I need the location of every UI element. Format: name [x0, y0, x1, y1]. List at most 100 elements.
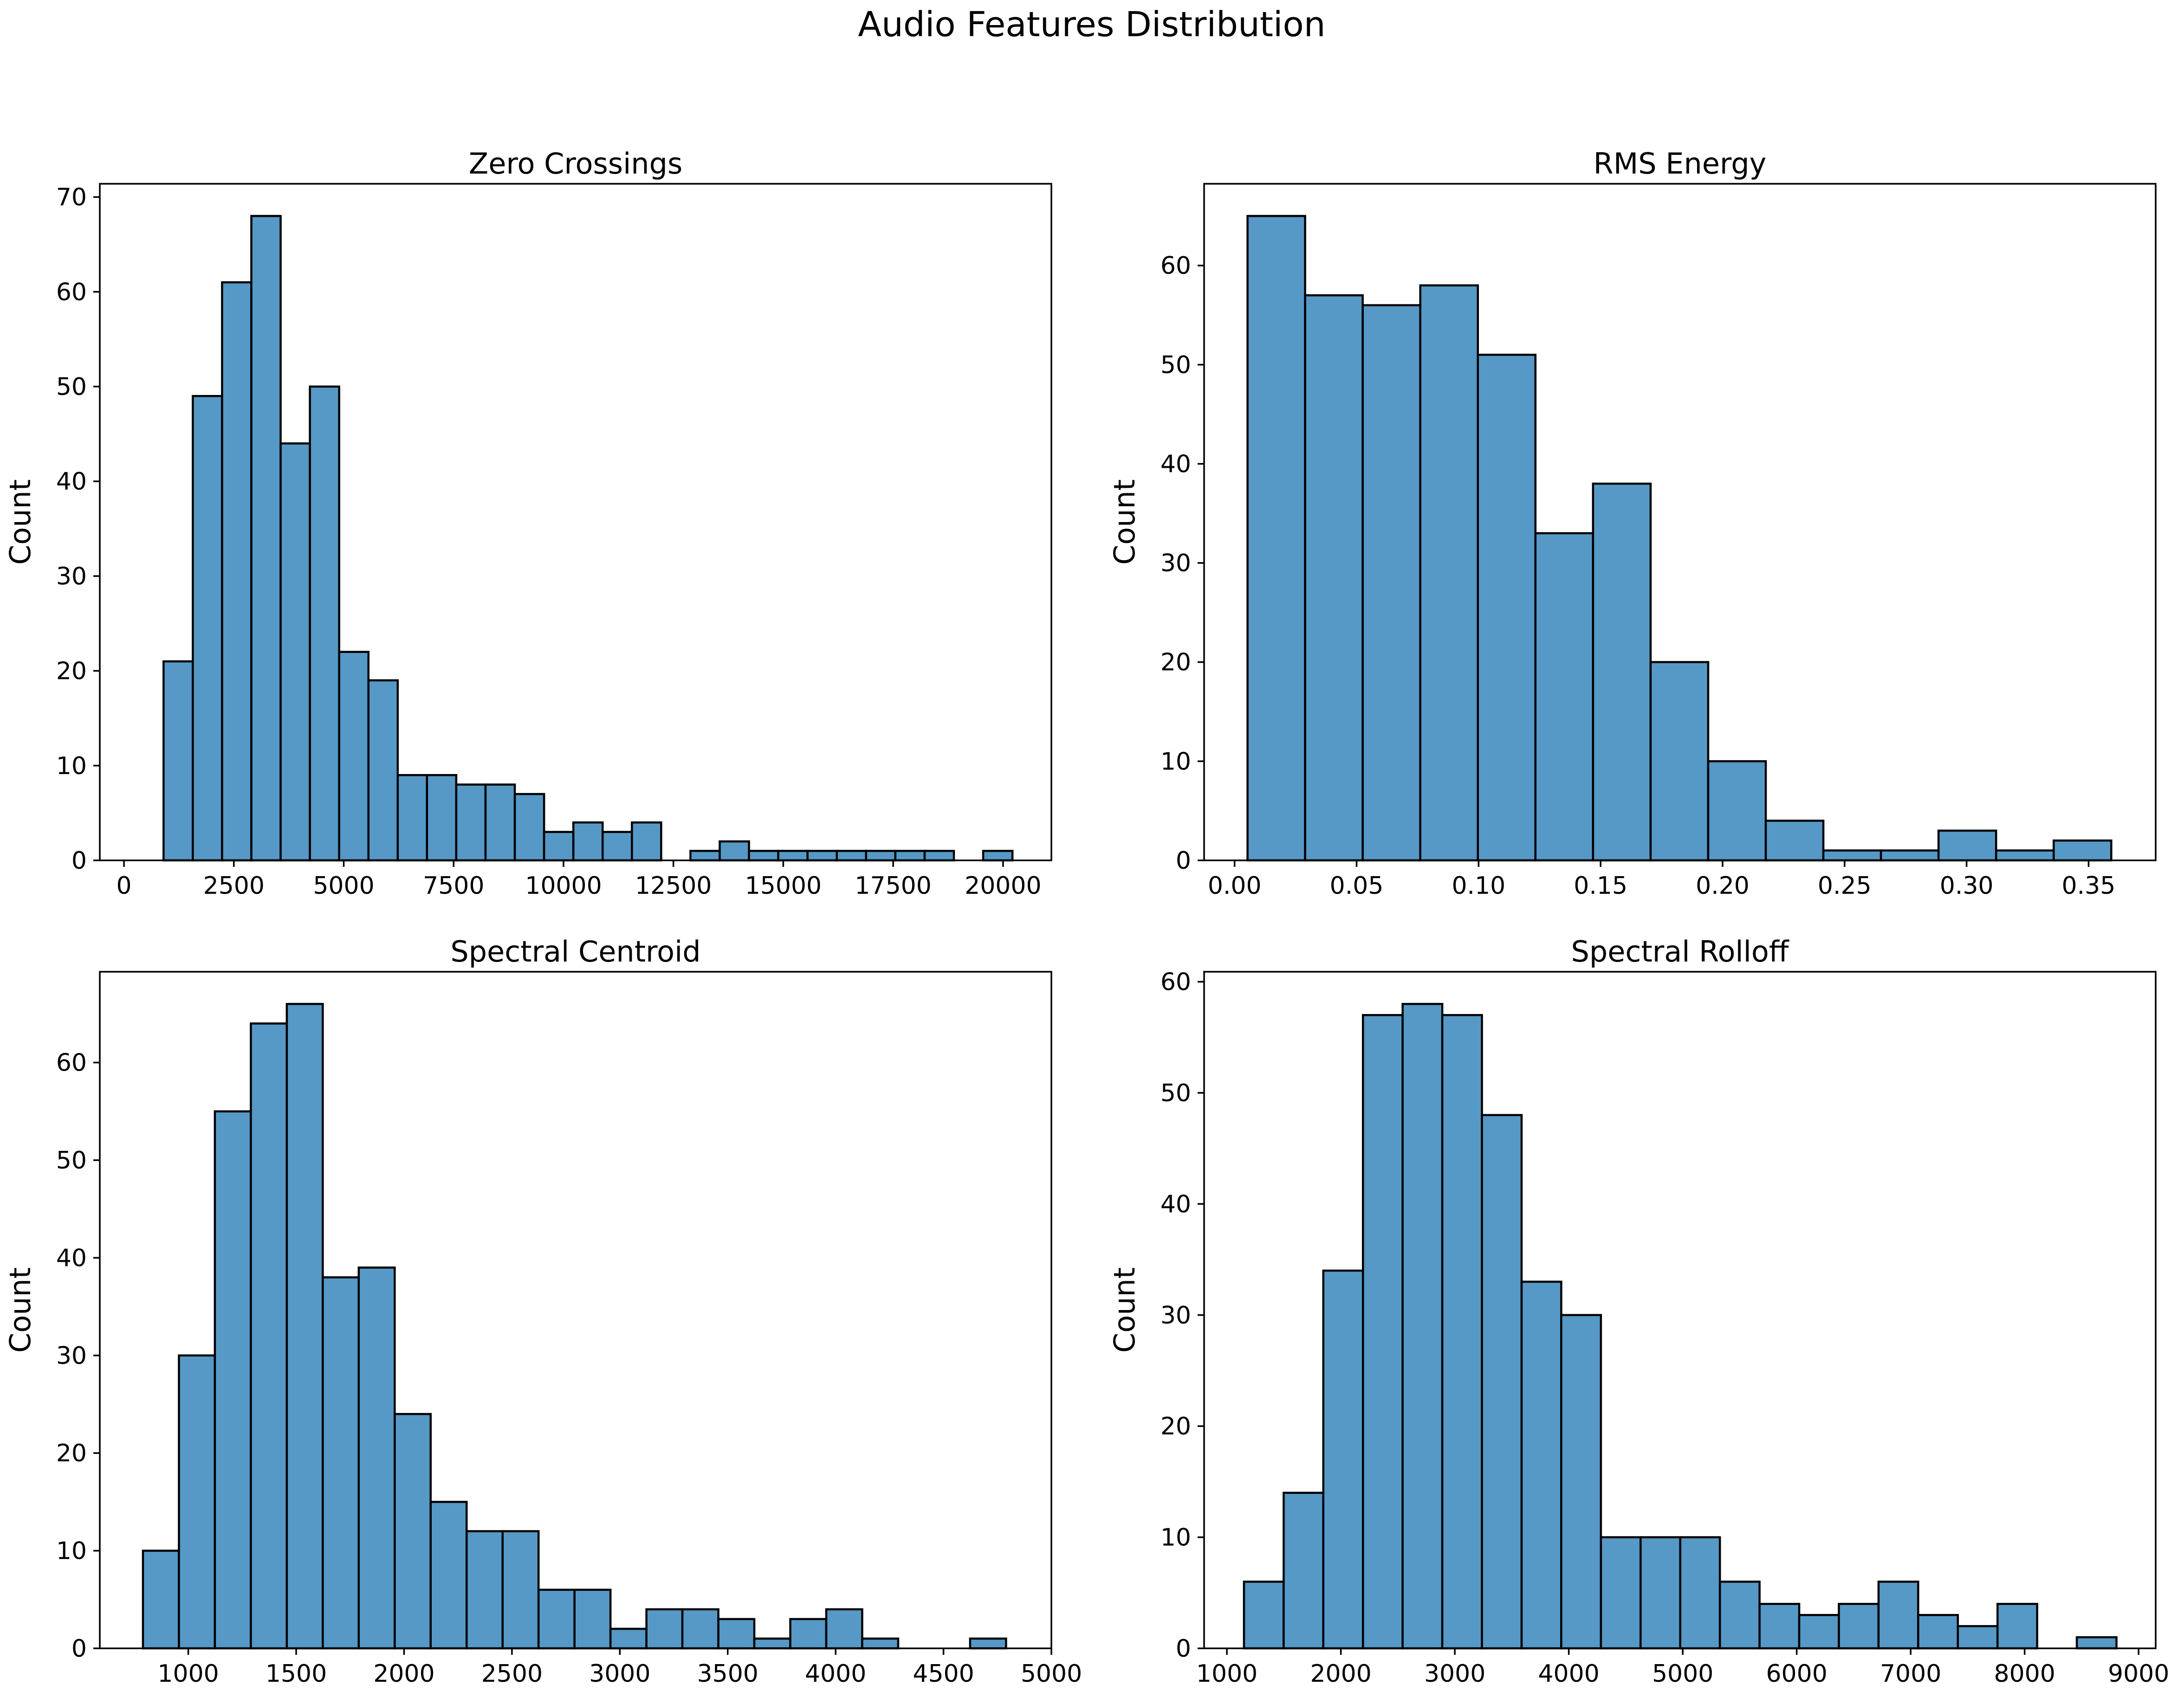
zero-crossings-y-tick-label: 0 [71, 847, 87, 875]
rms-energy-x-tick-label: 0.25 [1818, 872, 1872, 900]
subplot-spectral-rolloff: 1000 2000 3000 4000 5000 6000 7000 8000 9000 0 10 2… [1108, 935, 2169, 1688]
rms-energy-y-tick-label: 10 [1160, 748, 1191, 775]
rms-energy-bar [1995, 849, 2055, 862]
rms-energy-x-tick-label: 0.20 [1696, 872, 1750, 900]
zero-crossings-bar [250, 215, 282, 862]
rms-energy-bar [1592, 482, 1652, 862]
subplot-zero-crossings: 0 2500 5000 7500 10000 12500 15000 17500 20000 0 1… [3, 147, 1052, 900]
rms-energy-x-tick-label: 0.15 [1574, 872, 1627, 900]
spectral-centroid-y-tick-label: 20 [56, 1440, 87, 1467]
rms-energy-bar [1822, 849, 1882, 862]
rms-energy-bar [2053, 839, 2113, 862]
spectral-centroid-bar [825, 1608, 863, 1650]
spectral-rolloff-bar [1917, 1614, 1959, 1650]
zero-crossings-bar [543, 831, 575, 862]
zero-crossings-bar [894, 850, 926, 862]
rms-energy-bar [1937, 829, 1997, 862]
spectral-centroid-bar [429, 1501, 468, 1650]
zero-crossings-bar [865, 850, 897, 862]
zero-crossings-bar [689, 850, 721, 862]
zero-crossings-bar [719, 840, 750, 862]
zero-crossings-bar [455, 783, 487, 862]
spectral-centroid-bar [789, 1618, 828, 1650]
spectral-centroid-y-axis-label: Count [3, 1267, 37, 1353]
spectral-centroid-x-tick-label: 2000 [373, 1660, 434, 1688]
rms-energy-bar [1649, 661, 1710, 862]
spectral-rolloff-bar [1798, 1614, 1840, 1650]
rms-energy-bar [1707, 760, 1767, 862]
zero-crossings-bar [162, 660, 194, 862]
spectral-rolloff-y-tick-label: 30 [1160, 1302, 1191, 1330]
zero-crossings-x-tick-label: 2500 [203, 872, 265, 900]
spectral-rolloff-bar [1640, 1536, 1681, 1650]
spectral-rolloff-bar [1996, 1602, 2038, 1650]
spectral-centroid-x-tick-label: 4000 [805, 1660, 866, 1688]
zero-crossings-y-tick-label: 30 [56, 562, 87, 590]
zero-crossings-bar [221, 281, 253, 862]
spectral-centroid-x-tick-label: 3500 [697, 1660, 758, 1688]
spectral-centroid-bar [573, 1588, 612, 1650]
spectral-centroid-bar [717, 1618, 756, 1650]
spectral-centroid-bar [861, 1637, 900, 1650]
spectral-rolloff-x-tick-label: 3000 [1424, 1660, 1485, 1688]
spectral-rolloff-x-tick-label: 5000 [1652, 1660, 1713, 1688]
rms-energy-x-tick-label: 0.10 [1452, 872, 1505, 900]
spectral-centroid-bar [501, 1530, 540, 1650]
spectral-centroid-bar [609, 1627, 648, 1650]
zero-crossings-bar [426, 774, 458, 862]
spectral-rolloff-bar [1877, 1581, 1919, 1650]
spectral-rolloff-axes-frame [1203, 971, 2157, 1649]
spectral-rolloff-bar [1520, 1280, 1562, 1650]
zero-crossings-y-tick-label: 70 [56, 184, 87, 212]
spectral-centroid-bar [394, 1413, 432, 1650]
zero-crossings-y-tick-label: 40 [56, 468, 87, 496]
zero-crossings-x-tick-label: 10000 [525, 872, 602, 900]
rms-energy-y-tick-label: 40 [1160, 450, 1191, 478]
spectral-rolloff-x-tick-label: 1000 [1196, 1660, 1257, 1688]
spectral-centroid-bar [753, 1637, 791, 1650]
spectral-rolloff-title: Spectral Rolloff [1571, 935, 1789, 968]
spectral-centroid-y-tick-label: 60 [56, 1049, 87, 1077]
spectral-centroid-x-tick-label: 4500 [913, 1660, 974, 1688]
spectral-rolloff-y-tick-label: 40 [1160, 1190, 1191, 1218]
zero-crossings-y-axis-label: Count [3, 479, 37, 565]
spectral-centroid-axes-frame [99, 971, 1052, 1649]
zero-crossings-bar [601, 831, 633, 862]
spectral-centroid-x-tick-label: 1500 [266, 1660, 327, 1688]
spectral-rolloff-y-tick-label: 20 [1160, 1413, 1191, 1440]
spectral-centroid-y-tick-label: 30 [56, 1342, 87, 1370]
spectral-rolloff-bar [1600, 1536, 1642, 1650]
zero-crossings-x-tick-label: 12500 [635, 872, 712, 900]
rms-energy-title: RMS Energy [1594, 147, 1767, 181]
zero-crossings-bar [982, 850, 1014, 862]
zero-crossings-y-tick-label: 20 [56, 658, 87, 685]
rms-energy-y-tick-label: 50 [1160, 351, 1191, 379]
spectral-rolloff-bar [1441, 1014, 1483, 1650]
spectral-centroid-y-tick-label: 50 [56, 1147, 87, 1175]
spectral-rolloff-x-tick-label: 2000 [1310, 1660, 1371, 1688]
spectral-centroid-y-tick-label: 10 [56, 1537, 87, 1565]
spectral-rolloff-bar [1718, 1581, 1761, 1650]
zero-crossings-x-tick-label: 15000 [745, 872, 822, 900]
spectral-centroid-bar [465, 1530, 504, 1650]
rms-energy-y-tick-label: 20 [1160, 649, 1191, 677]
spectral-centroid-bar [537, 1588, 576, 1650]
figure-title: Audio Features Distribution [858, 5, 1325, 45]
zero-crossings-bar [923, 850, 955, 862]
rms-energy-axes-frame [1203, 183, 2157, 861]
spectral-centroid-bar [142, 1550, 180, 1650]
zero-crossings-bar [513, 793, 545, 862]
zero-crossings-x-tick-label: 5000 [313, 872, 374, 900]
spectral-centroid-y-tick-label: 40 [56, 1244, 87, 1272]
zero-crossings-bar [338, 651, 369, 862]
spectral-centroid-bar [645, 1608, 684, 1650]
zero-crossings-bar [279, 442, 311, 862]
spectral-rolloff-bar [1283, 1491, 1325, 1650]
zero-crossings-bar [367, 679, 399, 862]
zero-crossings-x-tick-label: 17500 [855, 872, 931, 900]
spectral-rolloff-y-tick-label: 60 [1160, 968, 1191, 996]
zero-crossings-bar [806, 850, 838, 862]
zero-crossings-y-tick-label: 10 [56, 752, 87, 780]
spectral-rolloff-bar [1243, 1581, 1285, 1650]
spectral-centroid-bar [178, 1354, 216, 1650]
